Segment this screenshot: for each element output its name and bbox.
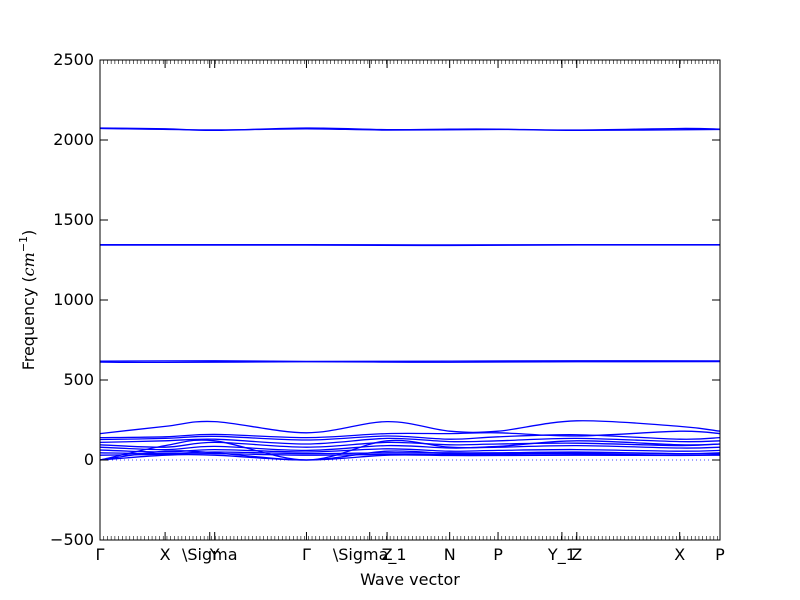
band-line-15 — [99, 453, 721, 461]
y-tick-label: 2000 — [53, 130, 94, 149]
x-tick-label: P — [715, 545, 725, 564]
band-line-7 — [99, 430, 721, 439]
y-axis-label: Frequency (cm−1) — [17, 230, 38, 371]
y-tick-label: 1500 — [53, 210, 94, 229]
band-line-3 — [99, 244, 721, 247]
y-tick-label: 1000 — [53, 290, 94, 309]
y-tick-label: −500 — [50, 530, 94, 549]
y-tick-label: 500 — [63, 370, 94, 389]
y-tick-label: 0 — [84, 450, 94, 469]
y-axis-label-exponent: −1 — [17, 236, 30, 252]
band-line-5 — [99, 360, 721, 364]
x-tick-label: P — [493, 545, 503, 564]
x-tick-label: Γ — [302, 545, 311, 564]
x-tick-label: N — [444, 545, 456, 564]
x-tick-label: X — [160, 545, 171, 564]
x-tick-label: Z — [382, 545, 393, 564]
band-line-9 — [99, 437, 721, 445]
x-tick-label: Y — [209, 545, 220, 564]
band-line-4 — [99, 360, 721, 363]
y-axis-label-text: Frequency ( — [19, 276, 38, 370]
x-tick-label: \Sigma_1 — [333, 545, 407, 565]
band-line-6 — [99, 420, 721, 435]
band-line-17 — [99, 439, 721, 461]
band-line-14 — [99, 452, 721, 456]
band-line-8 — [99, 434, 721, 441]
x-tick-label: \Sigma — [182, 545, 238, 564]
y-axis-ticks: −500 0 500 1000 1500 2000 2500 — [50, 50, 720, 549]
x-axis-label: Wave vector — [360, 570, 460, 589]
y-axis-label-close: ) — [19, 230, 38, 236]
plot-frame — [99, 59, 721, 541]
x-tick-label: X — [674, 545, 685, 564]
band-series — [99, 127, 721, 461]
y-tick-label: 2500 — [53, 50, 94, 69]
band-line-16 — [99, 450, 721, 461]
y-axis-label-unit: cm — [19, 252, 38, 276]
x-tick-label: Y_1 — [547, 545, 576, 565]
band-line-1 — [99, 127, 721, 132]
band-line-11 — [99, 444, 721, 452]
x-tick-label: Z — [571, 545, 582, 564]
x-tick-label: Γ — [96, 545, 105, 564]
